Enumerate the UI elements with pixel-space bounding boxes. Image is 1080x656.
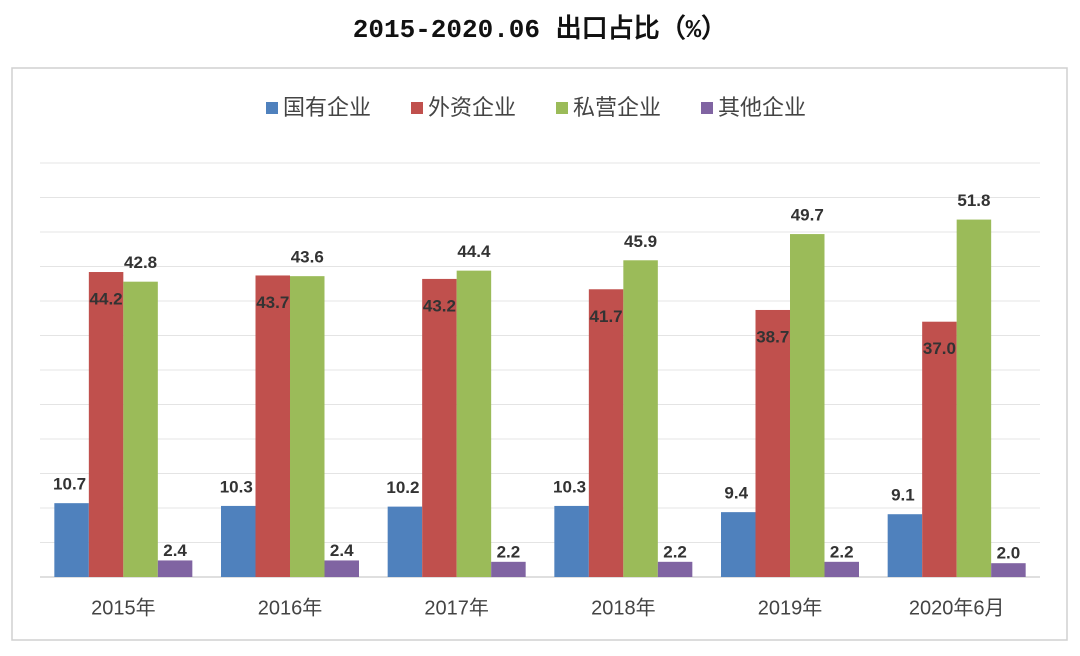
bar: [991, 563, 1026, 577]
legend-swatch: [411, 102, 423, 114]
value-label: 2.2: [497, 542, 521, 561]
bar: [157, 560, 193, 577]
value-label: 43.2: [423, 296, 456, 315]
value-label: 37.0: [923, 339, 956, 358]
bar: [88, 272, 124, 577]
bar: [755, 309, 790, 577]
bar: [324, 560, 359, 577]
bar: [255, 275, 290, 577]
bar: [554, 505, 589, 577]
bar: [922, 321, 957, 577]
x-tick-label: 2019年: [758, 596, 823, 619]
legend-label: 外资企业: [428, 95, 516, 120]
value-label: 9.1: [891, 486, 915, 505]
value-label: 42.8: [124, 253, 157, 272]
x-tick-label: 2020年6月: [909, 596, 1005, 619]
legend-label: 国有企业: [283, 95, 371, 120]
value-label: 38.7: [756, 327, 789, 346]
value-label: 2.4: [330, 541, 354, 560]
bar: [721, 512, 756, 577]
value-label: 49.7: [791, 206, 824, 225]
value-label: 10.2: [386, 478, 419, 497]
plot-frame: [11, 67, 1068, 641]
bar: [824, 561, 859, 577]
x-tick-label: 2017年: [424, 596, 489, 619]
legend-label: 其他企业: [718, 95, 806, 120]
legend-swatch: [556, 102, 568, 114]
value-label: 2.4: [163, 541, 187, 560]
value-label: 2.2: [830, 542, 854, 561]
bar: [387, 506, 423, 577]
bar: [491, 561, 526, 577]
bar: [657, 561, 693, 577]
bar: [887, 514, 923, 577]
x-tick-label: 2015年: [91, 596, 156, 619]
legend-label: 私营企业: [573, 95, 661, 120]
value-label: 10.3: [220, 477, 253, 496]
value-label: 45.9: [624, 232, 657, 251]
value-label: 44.2: [90, 290, 123, 309]
bar: [456, 270, 492, 577]
value-label: 2.0: [997, 544, 1021, 563]
bar: [956, 219, 992, 577]
legend-swatch: [266, 102, 278, 114]
x-tick-label: 2016年: [258, 596, 323, 619]
value-label: 41.7: [590, 307, 623, 326]
bar: [588, 289, 624, 577]
bar: [290, 276, 325, 577]
value-label: 44.4: [457, 242, 491, 261]
value-label: 10.7: [53, 475, 86, 494]
bar: [422, 278, 457, 577]
bar: [221, 505, 256, 577]
bar: [123, 281, 158, 577]
value-label: 43.6: [291, 248, 324, 267]
legend-swatch: [701, 102, 713, 114]
value-label: 9.4: [724, 484, 748, 503]
value-label: 43.7: [256, 293, 289, 312]
bar: [790, 234, 825, 577]
x-tick-label: 2018年: [591, 596, 656, 619]
bar: [54, 503, 89, 577]
chart-title: 2015-2020.06 出口占比（%）: [353, 14, 727, 45]
value-label: 51.8: [957, 191, 990, 210]
value-label: 2.2: [663, 542, 687, 561]
value-label: 10.3: [553, 477, 586, 496]
bar: [623, 260, 658, 577]
